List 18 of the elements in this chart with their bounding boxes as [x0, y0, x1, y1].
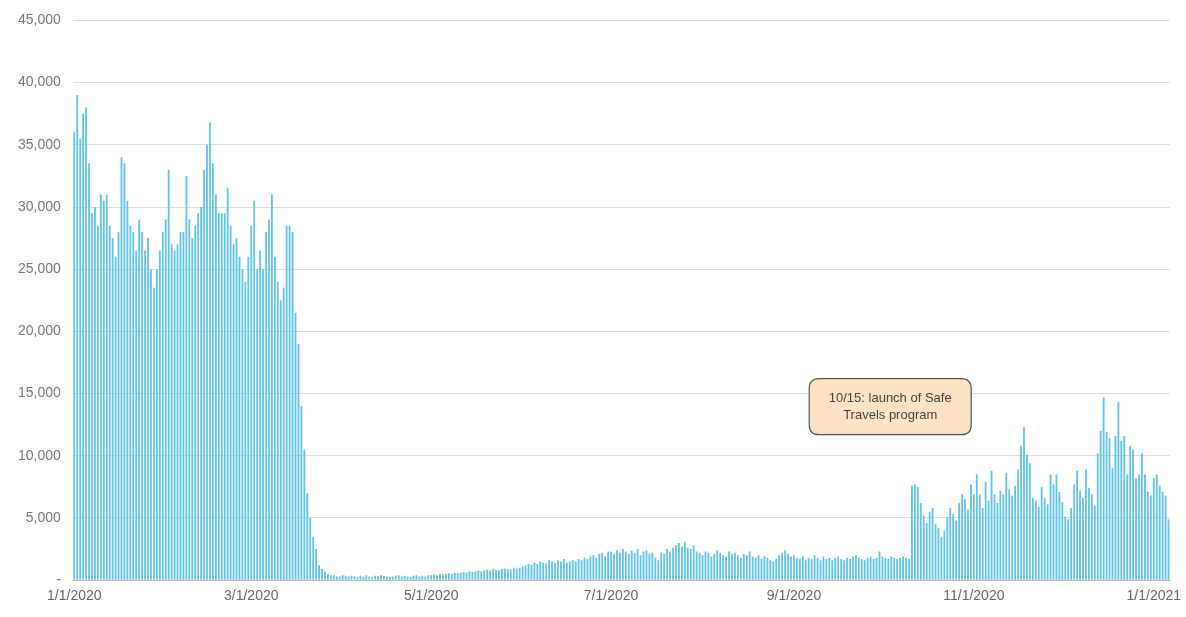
- y-tick-label: 25,000: [17, 260, 62, 277]
- y-tick-label: 20,000: [17, 322, 62, 339]
- x-tick-label: 7/1/2020: [583, 587, 639, 604]
- y-tick-label: 10,000: [17, 446, 62, 463]
- y-tick-label: 45,000: [17, 11, 62, 28]
- y-tick-label: 5,000: [25, 508, 62, 525]
- y-tick-label: -: [56, 571, 62, 588]
- y-tick-label: 35,000: [17, 135, 62, 152]
- x-tick-label: 1/1/2021: [1126, 587, 1182, 604]
- x-tick-label: 1/1/2020: [47, 587, 102, 604]
- x-tick-label: 11/1/2020: [943, 587, 1005, 604]
- x-tick-label: 5/1/2020: [403, 587, 459, 604]
- y-tick-label: 40,000: [17, 73, 62, 90]
- x-tick-label: 3/1/2020: [224, 587, 279, 604]
- y-tick-label: 15,000: [17, 384, 62, 401]
- annotation: 10/15: launch of Safe Travels program: [828, 389, 952, 422]
- y-tick-label: 30,000: [17, 197, 62, 214]
- x-tick-label: 9/1/2020: [766, 587, 822, 604]
